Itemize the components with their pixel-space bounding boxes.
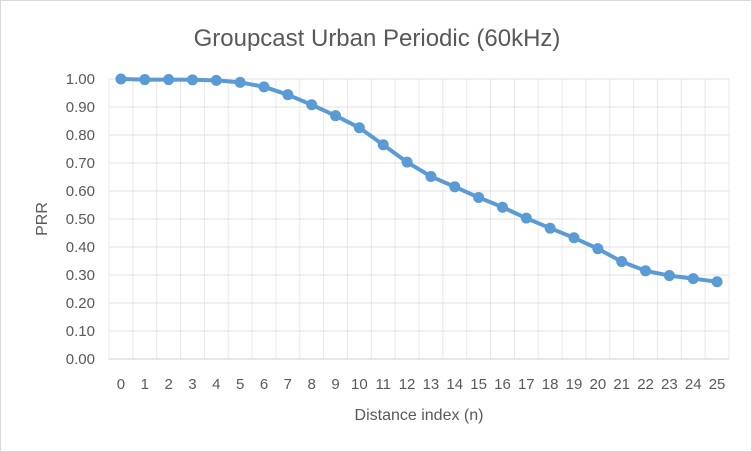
x-axis-title: Distance index (n) — [355, 407, 484, 424]
x-tick-label: 15 — [470, 376, 487, 393]
data-point — [377, 139, 389, 151]
y-tick-label: 0.80 — [66, 127, 95, 144]
y-tick-label: 1.00 — [66, 71, 95, 88]
data-point — [449, 181, 461, 193]
data-point — [139, 74, 151, 86]
data-point — [306, 99, 318, 111]
y-tick-label: 0.40 — [66, 239, 95, 256]
data-points — [115, 73, 723, 288]
y-tick-label: 0.20 — [66, 295, 95, 312]
x-tick-label: 16 — [494, 376, 511, 393]
y-tick-label: 0.60 — [66, 183, 95, 200]
data-point — [520, 212, 532, 224]
data-point — [616, 256, 628, 268]
x-tick-label: 1 — [141, 376, 149, 393]
data-point — [234, 76, 246, 88]
y-tick-label: 0.90 — [66, 99, 95, 116]
x-tick-label: 8 — [308, 376, 316, 393]
x-tick-label: 14 — [446, 376, 463, 393]
data-point — [663, 270, 675, 282]
x-tick-label: 2 — [164, 376, 172, 393]
x-tick-label: 9 — [331, 376, 339, 393]
x-tick-label: 20 — [590, 376, 607, 393]
data-point — [640, 265, 652, 277]
x-tick-label: 13 — [423, 376, 440, 393]
data-point — [473, 191, 485, 203]
x-tick-label: 23 — [661, 376, 678, 393]
y-tick-labels: 0.00 0.10 0.20 0.30 0.40 0.50 0.60 0.70 0.80 0.90… — [66, 71, 95, 368]
x-tick-label: 19 — [566, 376, 583, 393]
y-tick-label: 0.70 — [66, 155, 95, 172]
y-tick-label: 0.30 — [66, 267, 95, 284]
x-tick-label: 5 — [236, 376, 244, 393]
x-tick-labels: 0 1 2 3 4 5 6 7 8 9 10 11 12 13 14 15 16 17 18 19 20 21 22 23 24… — [117, 376, 726, 393]
data-point — [592, 243, 604, 255]
x-tick-label: 21 — [613, 376, 630, 393]
x-tick-label: 11 — [375, 376, 391, 393]
x-tick-label: 12 — [399, 376, 416, 393]
data-point — [711, 276, 723, 288]
x-tick-label: 17 — [518, 376, 535, 393]
x-tick-label: 0 — [117, 376, 125, 393]
data-point — [330, 110, 342, 122]
x-tick-label: 25 — [709, 376, 726, 393]
y-tick-label: 0.00 — [66, 351, 95, 368]
x-tick-label: 6 — [260, 376, 268, 393]
chart-title: Groupcast Urban Periodic (60kHz) — [194, 25, 561, 52]
data-point — [687, 273, 699, 285]
data-point — [544, 222, 556, 234]
x-tick-label: 3 — [188, 376, 196, 393]
y-tick-label: 0.10 — [66, 323, 95, 340]
data-point — [186, 74, 198, 86]
data-point — [282, 89, 294, 101]
data-point — [496, 201, 508, 213]
data-point — [353, 122, 365, 134]
data-point — [425, 170, 437, 182]
data-point — [258, 81, 270, 93]
x-tick-label: 18 — [542, 376, 559, 393]
data-point — [401, 156, 413, 168]
x-tick-label: 10 — [351, 376, 368, 393]
data-point — [163, 74, 175, 86]
x-tick-label: 4 — [212, 376, 220, 393]
data-point — [115, 73, 127, 85]
x-tick-label: 22 — [637, 376, 654, 393]
x-tick-label: 7 — [284, 376, 292, 393]
x-tick-label: 24 — [685, 376, 702, 393]
y-axis-title: PRR — [34, 202, 51, 236]
data-point — [210, 74, 222, 86]
y-tick-label: 0.50 — [66, 211, 95, 228]
gridlines — [108, 78, 730, 360]
data-point — [568, 232, 580, 244]
